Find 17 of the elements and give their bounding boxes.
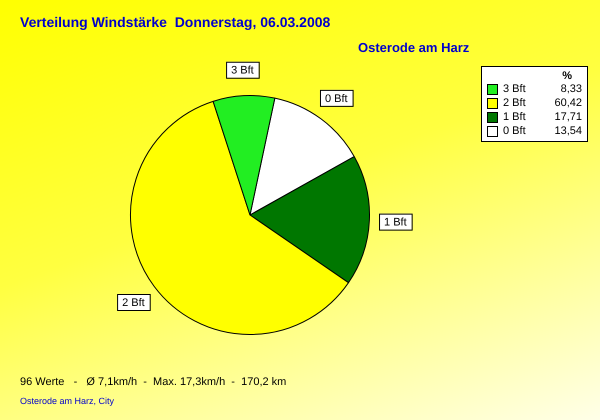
slice-label: 2 Bft: [122, 297, 145, 310]
text: Osterode am Harz, City: [20, 396, 114, 406]
text: 96 Werte - Ø 7,1km/h - Max. 17,3km/h - 170,2 km: [20, 376, 286, 388]
data-label: 17,71: [553, 111, 582, 123]
legend-label: 2 Bft: [503, 97, 527, 109]
data-label: 60,42: [553, 97, 582, 109]
chart-title: Verteilung Windstärke Donnerstag, 06.03.2008: [20, 14, 330, 30]
legend-label: 1 Bft: [503, 111, 527, 123]
legend-title: %: [561, 70, 573, 82]
slice-label: 0 Bft: [324, 92, 348, 105]
data-label: 13,54: [553, 125, 582, 137]
chart-subtitle: Osterode am Harz: [358, 40, 470, 55]
data-label: 8,33: [560, 83, 582, 95]
legend-label: 3 Bft: [503, 83, 527, 95]
slice-label: 3 Bft: [231, 64, 254, 77]
legend-label: 0 Bft: [503, 125, 527, 137]
slice-label: 1 Bft: [384, 216, 407, 229]
